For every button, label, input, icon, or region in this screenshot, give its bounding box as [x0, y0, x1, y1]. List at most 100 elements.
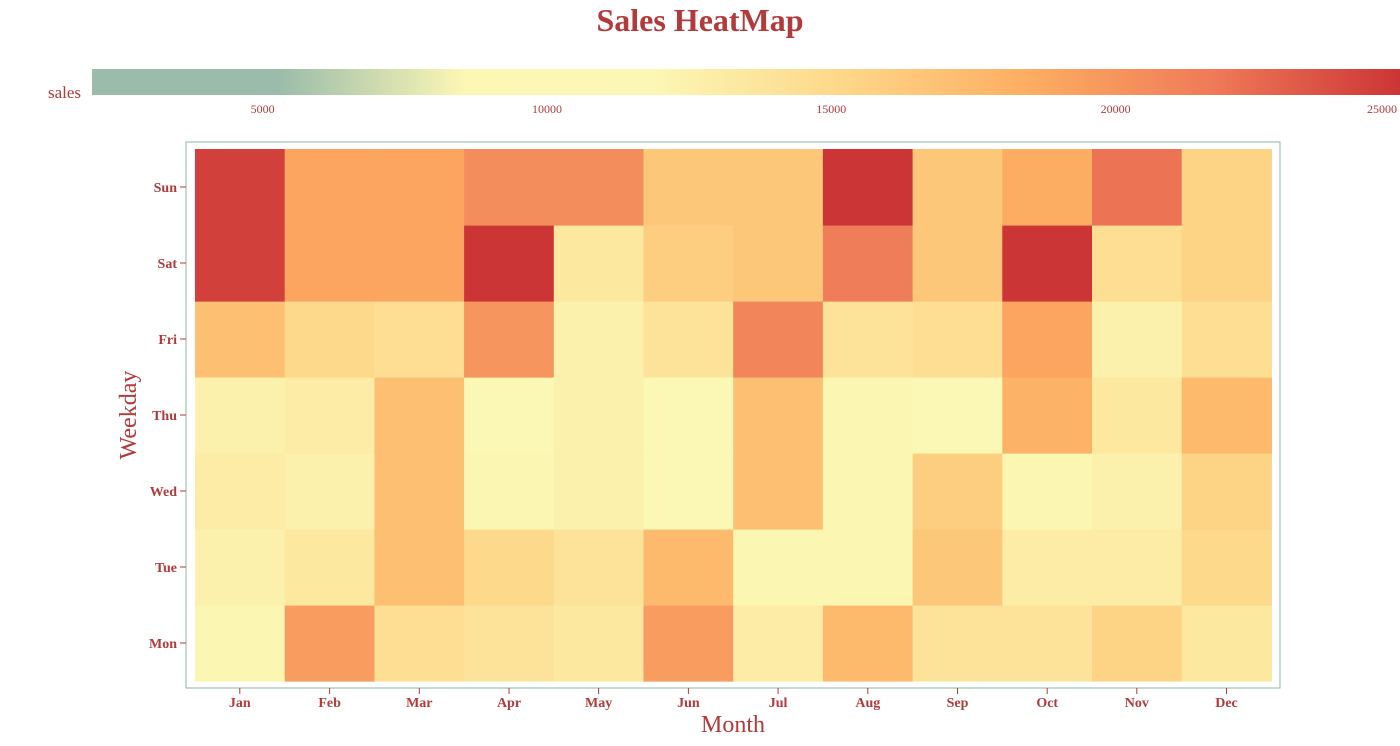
heatmap-cell-thu-sep: [912, 377, 1003, 454]
heatmap-cell-sun-mar: [374, 149, 465, 226]
heatmap-cell-thu-apr: [464, 377, 555, 454]
heatmap-cell-fri-feb: [284, 301, 375, 378]
heatmap-cell-sat-apr: [464, 225, 555, 302]
heatmap-cell-mon-jun: [643, 605, 734, 682]
heatmap-cell-mon-feb: [284, 605, 375, 682]
heatmap-cell-fri-may: [553, 301, 645, 378]
x-axis-title: Month: [701, 712, 765, 738]
heatmap-cell-sat-may: [553, 225, 645, 302]
y-tick-label: Fri: [158, 333, 177, 348]
heatmap-cell-thu-mar: [374, 377, 465, 454]
y-tick-label: Thu: [152, 409, 177, 424]
x-tick-label: Apr: [497, 696, 521, 711]
heatmap-cell-sun-nov: [1092, 149, 1183, 226]
heatmap-cell-sun-dec: [1181, 149, 1272, 226]
heatmap-cell-mon-sep: [912, 605, 1003, 682]
heatmap-cell-tue-aug: [822, 529, 914, 606]
x-tick-label: Aug: [855, 696, 880, 711]
heatmap-cell-fri-sep: [912, 301, 1003, 378]
colorbar-tick-label: 5000: [250, 102, 275, 116]
heatmap-cell-sat-dec: [1181, 225, 1272, 302]
heatmap-cell-thu-oct: [1002, 377, 1093, 454]
x-tick-label: Jun: [677, 696, 700, 711]
heatmap-cell-tue-oct: [1002, 529, 1093, 606]
heatmap-cell-wed-apr: [464, 453, 555, 530]
heatmap-cell-thu-may: [553, 377, 645, 454]
heatmap-cell-wed-jun: [643, 453, 734, 530]
heatmap-cell-fri-jun: [643, 301, 734, 378]
x-tick-label: Jan: [229, 696, 251, 711]
heatmap-cell-sun-apr: [464, 149, 555, 226]
heatmap-cell-sun-jan: [195, 149, 286, 226]
colorbar-tick-label: 20000: [1100, 102, 1131, 116]
chart-title: Sales HeatMap: [596, 2, 804, 38]
heatmap-cell-wed-sep: [912, 453, 1003, 530]
y-tick-label: Sun: [154, 181, 178, 196]
colorbar-label: sales: [48, 83, 82, 102]
y-axis-title: Weekday: [116, 371, 142, 460]
heatmap-cell-wed-aug: [822, 453, 914, 530]
heatmap-cell-tue-jun: [643, 529, 734, 606]
heatmap-cell-tue-apr: [464, 529, 555, 606]
heatmap-cell-thu-jul: [733, 377, 824, 454]
heatmap-cell-sun-may: [553, 149, 645, 226]
x-tick-label: Jul: [769, 696, 788, 711]
heatmap-cell-sun-jul: [733, 149, 824, 226]
heatmap-cell-tue-jan: [195, 529, 286, 606]
heatmap-cell-fri-mar: [374, 301, 465, 378]
heatmap-cell-mon-mar: [374, 605, 465, 682]
heatmap-cell-tue-feb: [284, 529, 375, 606]
y-tick-label: Tue: [155, 561, 177, 576]
y-tick-label: Wed: [150, 485, 177, 500]
heatmap-cell-mon-oct: [1002, 605, 1093, 682]
heatmap-cell-sat-jan: [195, 225, 286, 302]
heatmap-cell-mon-nov: [1092, 605, 1183, 682]
heatmap-cell-thu-jun: [643, 377, 734, 454]
heatmap-cell-mon-apr: [464, 605, 555, 682]
heatmap-cell-sat-jul: [733, 225, 824, 302]
heatmap-cell-wed-jan: [195, 453, 286, 530]
heatmap-cell-sun-jun: [643, 149, 734, 226]
y-tick-label: Mon: [149, 637, 177, 652]
heatmap-cell-fri-dec: [1181, 301, 1272, 378]
heatmap-cell-fri-jul: [733, 301, 824, 378]
heatmap-cell-sat-nov: [1092, 225, 1183, 302]
x-tick-label: Dec: [1215, 696, 1238, 711]
heatmap-cell-sun-sep: [912, 149, 1003, 226]
heatmap-cell-mon-jul: [733, 605, 824, 682]
y-tick-label: Sat: [158, 257, 178, 272]
heatmap-cell-sun-oct: [1002, 149, 1093, 226]
heatmap-cell-wed-oct: [1002, 453, 1093, 530]
x-tick-label: Nov: [1125, 696, 1149, 711]
heatmap-cell-sun-feb: [284, 149, 375, 226]
x-tick-label: May: [585, 696, 612, 711]
heatmap-cell-tue-dec: [1181, 529, 1272, 606]
colorbar-tick-label: 15000: [816, 102, 847, 116]
heatmap-cell-mon-jan: [195, 605, 286, 682]
colorbar-tick-label: 10000: [531, 102, 562, 116]
heatmap-cell-sat-sep: [912, 225, 1003, 302]
heatmap-cell-wed-jul: [733, 453, 824, 530]
heatmap-cell-fri-jan: [195, 301, 286, 378]
heatmap-cell-wed-dec: [1181, 453, 1272, 530]
heatmap-cell-thu-dec: [1181, 377, 1272, 454]
heatmap-cell-mon-dec: [1181, 605, 1272, 682]
heatmap-cell-sat-mar: [374, 225, 465, 302]
heatmap-cell-wed-feb: [284, 453, 375, 530]
heatmap-cell-thu-jan: [195, 377, 286, 454]
heatmap-cell-fri-apr: [464, 301, 555, 378]
heatmap-cell-thu-nov: [1092, 377, 1183, 454]
heatmap-cell-wed-may: [553, 453, 645, 530]
heatmap-cell-sat-feb: [284, 225, 375, 302]
heatmap-cell-mon-may: [553, 605, 645, 682]
heatmap-cell-sat-aug: [822, 225, 914, 302]
heatmap-cell-thu-feb: [284, 377, 375, 454]
heatmap-cell-sat-jun: [643, 225, 734, 302]
heatmap-cell-thu-aug: [822, 377, 914, 454]
heatmap-cell-tue-sep: [912, 529, 1003, 606]
heatmap-cell-mon-aug: [822, 605, 914, 682]
heatmap-cell-tue-mar: [374, 529, 465, 606]
x-tick-label: Feb: [318, 696, 341, 711]
x-tick-label: Sep: [947, 696, 969, 711]
